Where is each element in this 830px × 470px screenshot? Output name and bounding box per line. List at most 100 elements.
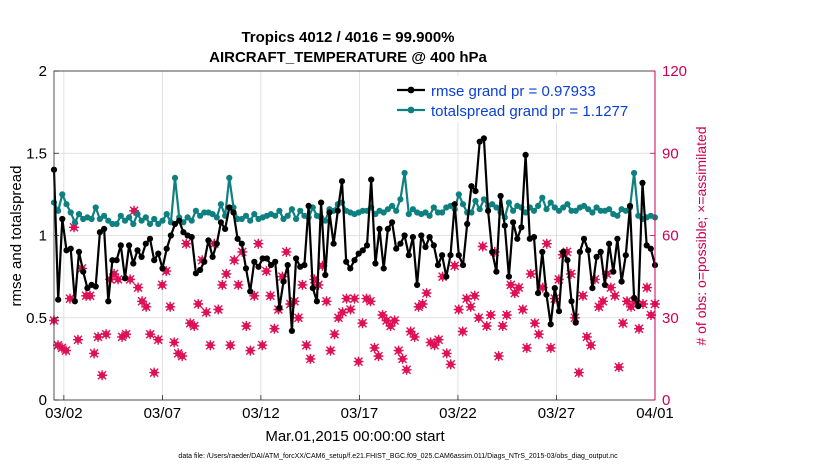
y-right-tick-label: 60 <box>662 228 679 245</box>
rmse-point <box>84 285 91 292</box>
obs-marker <box>293 312 304 323</box>
obs-marker <box>401 364 412 375</box>
obs-marker <box>133 282 144 293</box>
y-right-tick-label: 0 <box>662 392 670 409</box>
obs-marker <box>149 367 160 378</box>
obs-marker <box>269 323 280 334</box>
obs-marker-rays <box>521 342 532 353</box>
rmse-point <box>497 192 504 200</box>
y-right-tick-label: 120 <box>662 63 687 80</box>
rmse-point <box>301 262 308 269</box>
rmse-point <box>238 240 245 247</box>
rmse-point <box>155 250 162 257</box>
chart-title: Tropics 4012 / 4016 = 99.900% <box>241 29 454 46</box>
spread-point <box>288 206 295 213</box>
rmse-point <box>610 268 617 275</box>
obs-marker <box>581 331 592 342</box>
rmse-point <box>96 229 103 236</box>
rmse-point <box>489 248 496 255</box>
spread-point <box>572 207 579 214</box>
spread-point <box>59 191 66 198</box>
rmse-point <box>101 225 108 232</box>
obs-marker-rays <box>417 299 428 309</box>
obs-marker <box>453 304 464 315</box>
rmse-point <box>134 247 141 254</box>
obs-marker-rays <box>445 359 456 370</box>
spread-point <box>606 206 613 213</box>
obs-marker-rays <box>133 282 144 293</box>
obs-marker-rays <box>113 274 124 285</box>
obs-marker <box>305 353 316 364</box>
rmse-series <box>50 135 659 334</box>
obs-marker-rays <box>609 290 620 301</box>
obs-marker <box>121 329 132 340</box>
obs-marker-rays <box>337 307 348 318</box>
obs-marker-rays <box>533 329 544 340</box>
obs-marker-rays <box>553 274 564 285</box>
obs-marker <box>642 282 652 293</box>
obs-marker <box>253 238 264 249</box>
rmse-point <box>443 273 450 280</box>
obs-marker-rays <box>642 282 652 293</box>
y-axis-right-label: # of obs: o=possible; ×=assimilated <box>693 126 709 345</box>
rmse-point <box>409 234 416 241</box>
rmse-point <box>171 220 179 228</box>
rmse-point <box>247 288 254 295</box>
rmse-point <box>560 248 567 255</box>
rmse-point <box>547 321 554 328</box>
rmse-point <box>518 224 525 231</box>
spread-point <box>92 204 99 211</box>
obs-marker-rays <box>465 301 476 312</box>
obs-marker <box>441 348 452 359</box>
legend-box <box>391 75 653 123</box>
rmse-point <box>293 255 300 262</box>
spread-point <box>171 174 179 181</box>
rmse-point <box>234 235 241 242</box>
rmse-point <box>267 262 275 269</box>
spread-point <box>505 199 512 206</box>
legend-rmse-label: rmse grand pr = 0.97933 <box>431 83 596 100</box>
spread-point <box>476 206 483 213</box>
obs-marker <box>385 321 396 331</box>
spread-point <box>472 197 479 205</box>
obs-marker <box>205 340 216 351</box>
obs-marker-rays <box>517 304 528 315</box>
obs-marker-rays <box>265 290 276 301</box>
obs-marker <box>493 351 504 362</box>
rmse-point <box>601 281 609 288</box>
obs-marker <box>613 362 624 373</box>
obs-marker-rays <box>97 370 108 381</box>
spread-point <box>439 209 446 216</box>
obs-marker-rays <box>269 323 280 334</box>
obs-marker-rays <box>441 348 452 359</box>
rmse-point <box>280 278 287 285</box>
spread-point <box>130 220 137 228</box>
obs-marker-rays <box>613 362 624 373</box>
obs-marker <box>381 315 392 326</box>
spread-point <box>88 215 95 223</box>
obs-marker-rays <box>69 222 79 233</box>
obs-marker-rays <box>253 238 264 249</box>
rmse-point <box>363 242 371 249</box>
obs-marker <box>153 334 164 345</box>
rmse-point <box>318 199 325 206</box>
obs-marker-rays <box>213 304 224 315</box>
obs-marker <box>241 321 252 331</box>
rmse-point <box>75 248 83 255</box>
spread-point <box>631 169 638 177</box>
rmse-point <box>606 240 613 247</box>
obs-marker-rays <box>281 246 292 257</box>
obs-marker <box>217 279 228 290</box>
obs-marker <box>525 268 536 279</box>
obs-marker-rays <box>513 282 524 293</box>
spread-point <box>459 201 467 208</box>
obs-marker-rays <box>293 312 304 323</box>
obs-marker <box>245 345 256 356</box>
obs-marker-rays <box>189 321 200 331</box>
y-tick-label: 2 <box>39 63 47 80</box>
obs-marker <box>409 331 420 342</box>
rmse-point <box>434 262 442 269</box>
spread-point <box>489 201 496 208</box>
rmse-point <box>138 253 145 260</box>
rmse-point <box>530 234 538 241</box>
